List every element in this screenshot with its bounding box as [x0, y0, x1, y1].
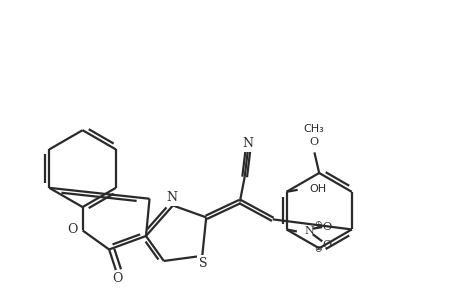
Text: CH₃: CH₃: [302, 124, 323, 134]
Text: ⊕: ⊕: [313, 220, 320, 229]
Text: N: N: [304, 226, 314, 236]
Text: ⊖: ⊖: [313, 245, 320, 254]
Text: S: S: [198, 257, 207, 270]
Text: O: O: [112, 272, 123, 285]
Text: N: N: [242, 137, 253, 150]
Text: O: O: [308, 137, 318, 147]
Text: O: O: [322, 222, 331, 232]
Text: O: O: [322, 239, 331, 250]
Text: OH: OH: [309, 184, 326, 194]
Text: N: N: [166, 191, 177, 204]
Text: O: O: [67, 223, 78, 236]
